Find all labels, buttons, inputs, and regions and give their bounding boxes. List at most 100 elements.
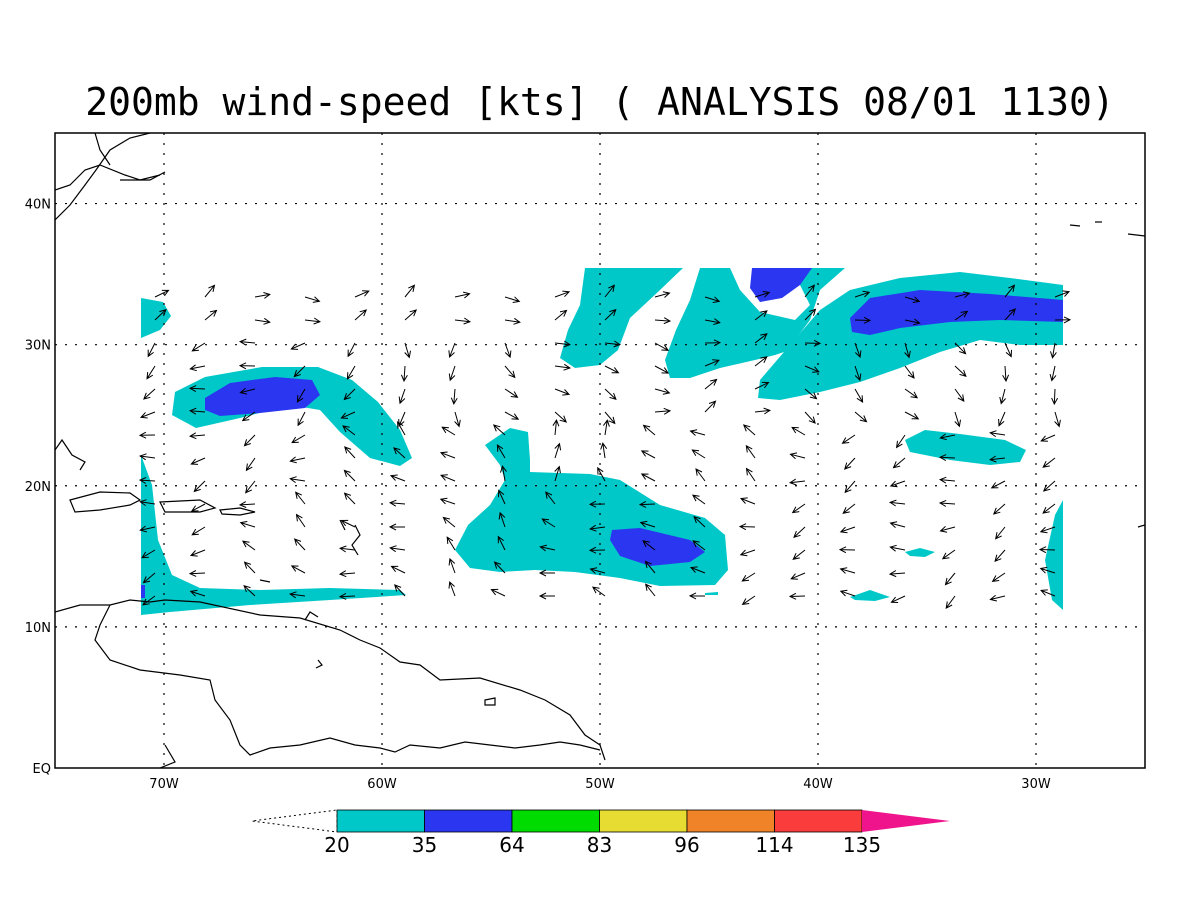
wind-arrow [554, 340, 572, 348]
wind-arrow [239, 521, 256, 528]
wind-arrow [989, 594, 1006, 602]
wind-arrow [154, 308, 167, 321]
wind-arrow [788, 592, 806, 600]
wind-arrow [704, 378, 718, 390]
wind-arrow [1002, 365, 1010, 383]
wind-arrow [492, 424, 506, 436]
wind-arrow [954, 365, 967, 378]
wind-arrow [343, 388, 356, 401]
wind-arrow [497, 535, 506, 551]
wind-arrow [146, 365, 156, 380]
wind-arrow [654, 342, 670, 351]
wind-arrow [143, 388, 156, 400]
wind-arrow [189, 549, 206, 557]
wind-arrow [554, 465, 561, 482]
wind-arrow [904, 411, 920, 420]
wind-arrow [304, 317, 322, 325]
wind-arrow [994, 549, 1006, 563]
wind-arrow [545, 491, 556, 505]
wind-arrow [498, 511, 506, 528]
wind-speed-35-contours [141, 268, 1063, 598]
wind-arrow [400, 365, 408, 383]
colorbar-over-triangle [862, 810, 950, 832]
wind-arrow [844, 480, 856, 494]
wind-arrow [789, 452, 806, 460]
colorbar-level-label: 114 [755, 833, 793, 857]
wind-arrow [754, 290, 771, 298]
wind-arrow [142, 595, 156, 606]
wind-arrow [954, 388, 965, 403]
wind-arrow [741, 595, 756, 606]
wind-arrow [841, 434, 856, 444]
wind-arrow [541, 518, 556, 528]
lon-tick-label: 70W [149, 777, 179, 792]
wind-arrow [204, 309, 218, 321]
wind-arrow [291, 434, 306, 444]
wind-arrow [241, 540, 256, 551]
wind-arrow [597, 466, 606, 482]
wind-arrow [191, 342, 206, 352]
wind-arrow [188, 570, 206, 577]
wind-arrow [591, 586, 606, 597]
colorbar-level-label: 96 [674, 833, 699, 857]
colorbar-swatch [686, 809, 775, 833]
wind-arrow [448, 557, 456, 574]
wind-arrow [552, 419, 560, 436]
wind-arrow [454, 291, 471, 299]
wind-arrow [688, 592, 706, 600]
wind-arrow [440, 474, 456, 482]
wind-arrow [1040, 589, 1056, 597]
wind-arrow [1051, 388, 1059, 406]
wind-arrow [739, 549, 756, 557]
wind-arrow [695, 468, 706, 482]
wind-arrow [388, 499, 406, 507]
wind-arrow [704, 318, 721, 325]
wind-arrow [588, 546, 606, 554]
wind-arrow [254, 317, 271, 325]
wind-arrow [388, 523, 406, 531]
wind-arrow [347, 342, 356, 358]
wind-arrow [190, 503, 206, 512]
wind-arrow [446, 536, 456, 551]
wind-arrow [138, 453, 156, 461]
wind-arrow [692, 540, 706, 551]
wind-arrow [290, 565, 306, 574]
wind-arrow [639, 520, 656, 528]
wind-arrow [238, 338, 256, 346]
wind-arrow [554, 363, 572, 371]
wind-arrow [1039, 526, 1056, 534]
wind-arrow [448, 342, 456, 359]
colorbar: 20 35 64 83 96 114 135 [251, 809, 950, 857]
wind-arrow [1050, 342, 1057, 359]
wind-arrow [538, 592, 555, 600]
wind-arrow [788, 478, 806, 486]
wind-arrow [995, 526, 1006, 540]
colorbar-swatch [599, 809, 688, 833]
wind-arrow [691, 494, 706, 505]
wind-arrow [189, 589, 206, 597]
wind-arrow [340, 519, 356, 528]
wind-arrow [554, 388, 571, 396]
wind-arrow [188, 432, 206, 440]
wind-arrow [754, 381, 770, 390]
wind-arrow [338, 570, 356, 578]
wind-arrow [404, 309, 418, 321]
wind-arrow [493, 561, 506, 574]
wind-arrow [889, 544, 906, 552]
wind-arrow [498, 489, 506, 505]
wind-arrow [888, 570, 906, 578]
wind-arrow [790, 572, 806, 580]
wind-arrow [889, 480, 906, 488]
wind-arrow [600, 442, 608, 459]
wind-arrow [988, 455, 1006, 463]
wind-arrow [191, 526, 206, 536]
wind-arrow [998, 411, 1006, 427]
wind-arrow [954, 291, 971, 298]
lon-tick-label: 30W [1021, 777, 1051, 792]
wind-arrow [338, 545, 356, 553]
lat-tick-label: EQ [33, 762, 51, 777]
wind-arrow [938, 499, 956, 507]
wind-arrow [704, 296, 721, 303]
wind-arrow [889, 521, 906, 528]
wind-arrow [754, 310, 768, 321]
